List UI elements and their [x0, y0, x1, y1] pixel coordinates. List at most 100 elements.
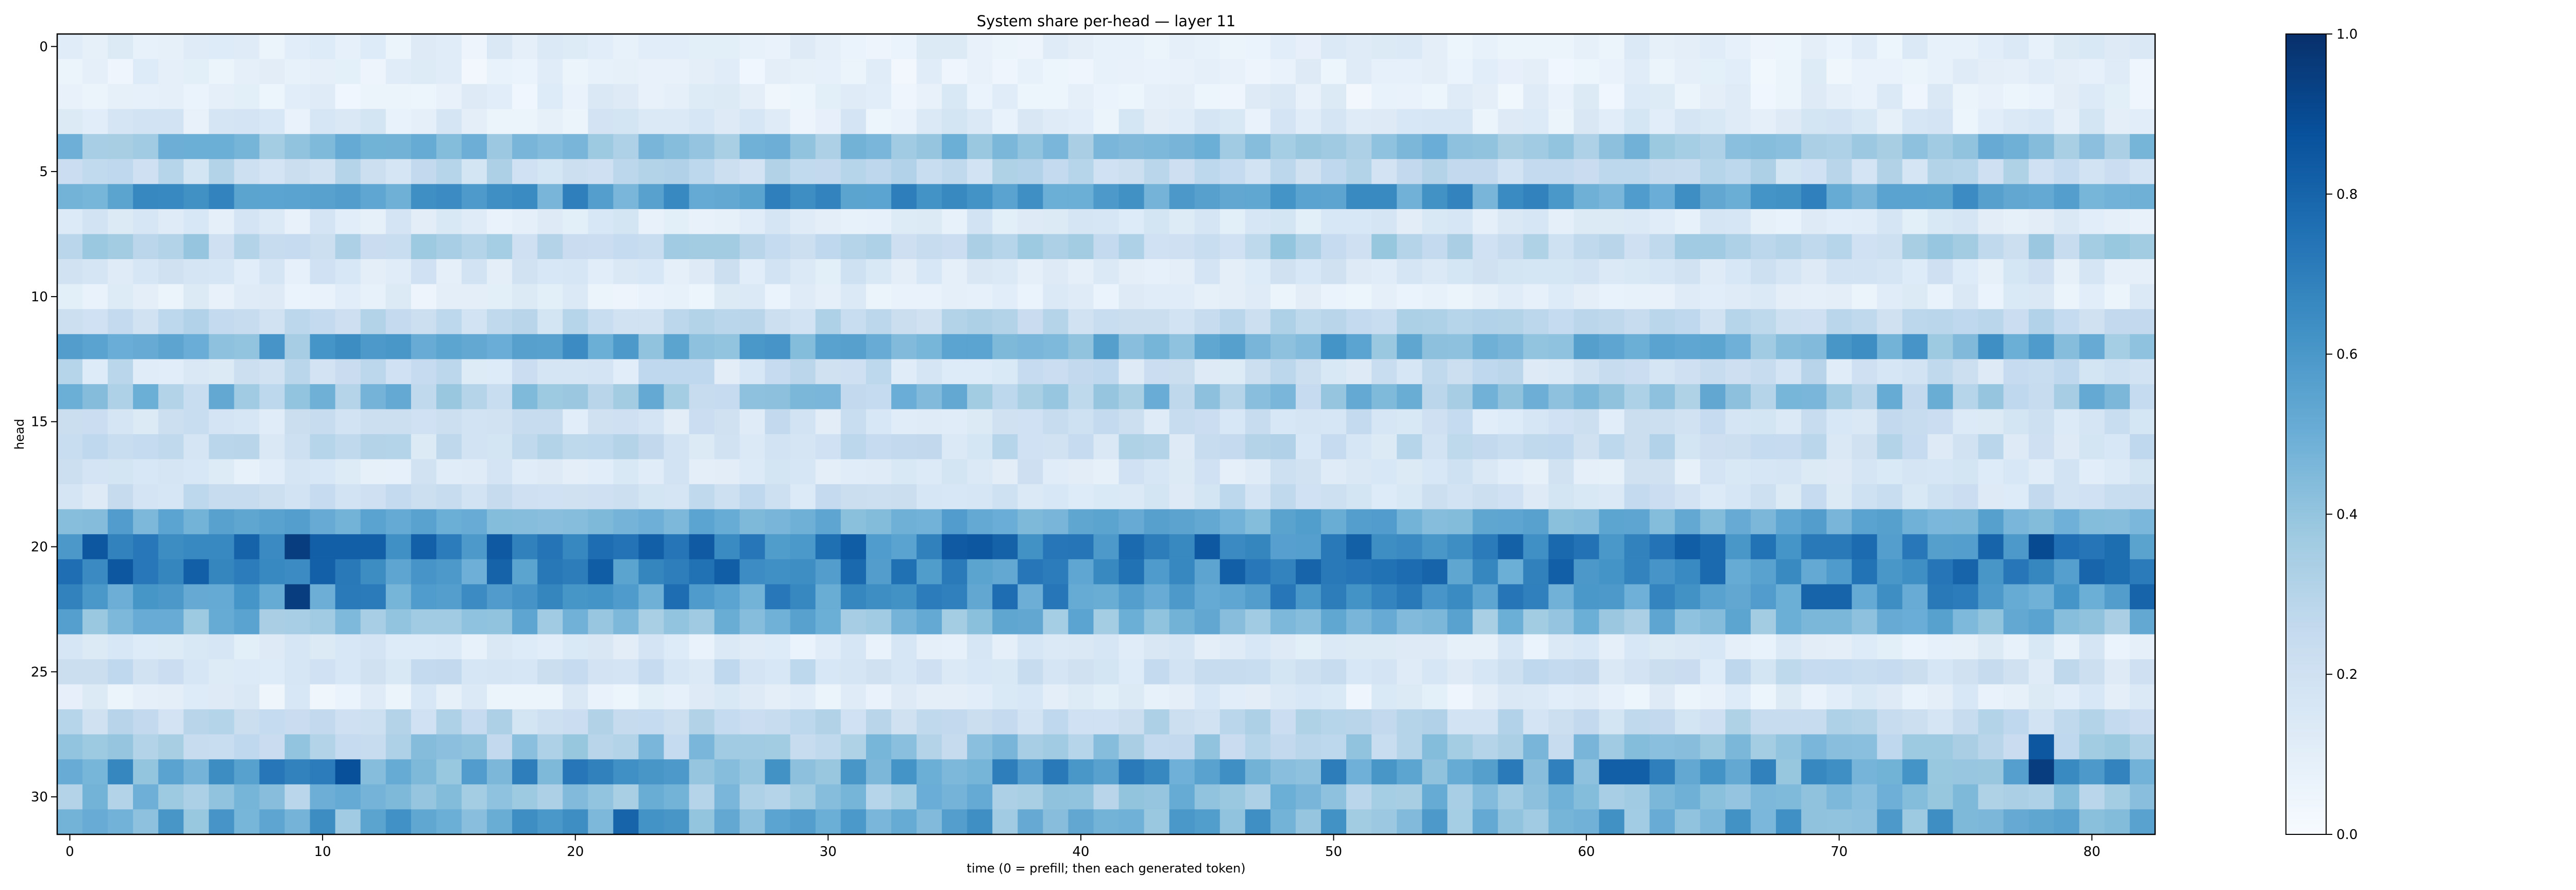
heatmap-cell [259, 759, 285, 785]
heatmap-cell [891, 334, 917, 360]
heatmap-cell [1422, 59, 1448, 84]
heatmap-cell [992, 59, 1018, 84]
heatmap-cell [411, 84, 437, 110]
x-tick-label: 60 [1578, 844, 1595, 860]
heatmap-cell [588, 259, 614, 285]
heatmap-cell [1826, 284, 1852, 310]
heatmap-cell [1498, 634, 1524, 660]
heatmap-cell [1826, 584, 1852, 610]
heatmap-cell [2079, 359, 2105, 385]
heatmap-cell [1018, 559, 1043, 585]
heatmap-cell [1573, 209, 1600, 235]
heatmap-cell [1573, 384, 1600, 410]
heatmap-cell [310, 484, 336, 510]
heatmap-cell [1801, 209, 1827, 235]
heatmap-cell [1953, 684, 1979, 710]
heatmap-cell [1169, 509, 1195, 535]
heatmap-cell [284, 84, 311, 110]
heatmap-cell [2028, 709, 2055, 735]
heatmap-cell [2079, 59, 2105, 84]
heatmap-cell [512, 459, 538, 485]
heatmap-cell [2054, 559, 2080, 585]
heatmap-cell [2129, 634, 2156, 660]
heatmap-cell [563, 159, 588, 184]
heatmap-cell [891, 84, 917, 110]
heatmap-cell [1346, 784, 1372, 810]
heatmap-cell [765, 734, 791, 760]
heatmap-cell [664, 209, 690, 235]
heatmap-cell [1498, 584, 1524, 610]
heatmap-cell [487, 309, 513, 335]
heatmap-cell [487, 534, 513, 560]
heatmap-cell [259, 309, 285, 335]
heatmap-cell [1725, 409, 1751, 435]
heatmap-cell [2054, 284, 2080, 310]
heatmap-cell [1068, 759, 1094, 785]
heatmap-cell [1877, 259, 1903, 285]
heatmap-cell [1447, 209, 1473, 235]
heatmap-cell [714, 434, 740, 460]
heatmap-cell [1472, 784, 1499, 810]
heatmap-cell [2079, 109, 2105, 134]
heatmap-cell [1548, 109, 1574, 134]
heatmap-cell [1801, 509, 1827, 535]
heatmap-cell [1422, 234, 1448, 260]
heatmap-cell [2104, 384, 2130, 410]
heatmap-cell [1801, 434, 1827, 460]
heatmap-cell [1751, 184, 1776, 210]
heatmap-cell [1321, 59, 1347, 84]
heatmap-cell [1447, 634, 1473, 660]
heatmap-cell [512, 484, 538, 510]
heatmap-cell [436, 509, 462, 535]
heatmap-cell [891, 484, 917, 510]
heatmap-cell [512, 434, 538, 460]
heatmap-cell [1649, 609, 1675, 635]
heatmap-cell [992, 734, 1018, 760]
heatmap-cell [891, 434, 917, 460]
heatmap-cell [1902, 609, 1928, 635]
heatmap-cell [133, 59, 159, 84]
heatmap-cell [638, 34, 665, 60]
heatmap-cell [1422, 84, 1448, 110]
heatmap-cell [588, 334, 614, 360]
heatmap-cell [891, 309, 917, 335]
heatmap-cell [1321, 609, 1347, 635]
heatmap-cell [1397, 684, 1422, 710]
heatmap-cell [613, 309, 639, 335]
heatmap-cell [1194, 734, 1221, 760]
heatmap-cell [1548, 309, 1574, 335]
heatmap-cell [1801, 809, 1827, 835]
heatmap-cell [967, 484, 993, 510]
heatmap-cell [133, 184, 159, 210]
heatmap-cell [360, 184, 386, 210]
heatmap-cell [638, 484, 665, 510]
heatmap-cell [967, 184, 993, 210]
heatmap-cell [2129, 34, 2156, 60]
heatmap-cell [790, 284, 816, 310]
heatmap-cell [1321, 584, 1347, 610]
heatmap-cell [1826, 134, 1852, 160]
heatmap-cell [1169, 809, 1195, 835]
heatmap-cell [689, 34, 715, 60]
heatmap-cell [1144, 284, 1170, 310]
heatmap-cell [1144, 34, 1170, 60]
heatmap-cell [1018, 434, 1043, 460]
heatmap-cell [588, 784, 614, 810]
heatmap-cell [1498, 184, 1524, 210]
heatmap-cell [1751, 284, 1776, 310]
heatmap-cell [259, 34, 285, 60]
heatmap-cell [82, 384, 108, 410]
heatmap-cell [1169, 609, 1195, 635]
heatmap-cell [866, 809, 892, 835]
heatmap-cell [487, 434, 513, 460]
heatmap-cell [992, 659, 1018, 685]
heatmap-cell [2028, 109, 2055, 134]
heatmap-cell [1624, 109, 1650, 134]
heatmap-cell [1144, 609, 1170, 635]
heatmap-cell [1093, 634, 1120, 660]
heatmap-cell [1624, 209, 1650, 235]
heatmap-cell [1523, 484, 1549, 510]
heatmap-cell [1093, 109, 1120, 134]
heatmap-cell [765, 184, 791, 210]
heatmap-cell [360, 434, 386, 460]
